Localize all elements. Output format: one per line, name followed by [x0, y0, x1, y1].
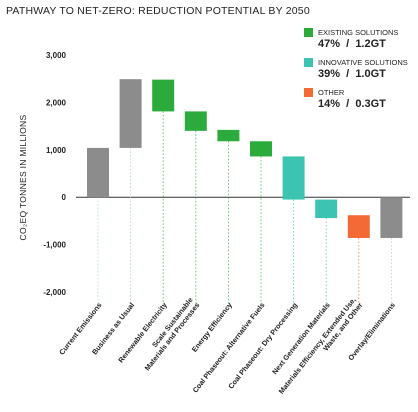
legend-percent-other: 14% — [318, 98, 341, 110]
legend-label-other: OTHER — [318, 88, 345, 97]
y-tick-label: -2,000 — [43, 288, 66, 297]
legend-swatch-other — [304, 88, 313, 97]
bar — [119, 79, 142, 148]
legend-value-innovative: 39% / 1.0GT — [318, 68, 386, 80]
y-tick-label: 3,000 — [46, 51, 67, 60]
bar — [250, 141, 272, 157]
bar — [380, 197, 403, 238]
legend-label-innovative: INNOVATIVE SOLUTIONS — [318, 58, 408, 67]
bar — [217, 129, 240, 142]
legend-percent-existing: 47% — [318, 38, 341, 50]
chart-title: PATHWAY TO NET-ZERO: REDUCTION POTENTIAL… — [6, 5, 310, 17]
y-tick-label: 1,000 — [46, 146, 67, 155]
bar — [347, 215, 370, 238]
legend-item-existing: EXISTING SOLUTIONS 47% / 1.2GT — [304, 28, 416, 50]
legend-amount-innovative: 1.0GT — [355, 68, 386, 80]
legend-percent-innovative: 39% — [318, 68, 341, 80]
y-tick-label: -1,000 — [43, 241, 66, 250]
legend-item-innovative: INNOVATIVE SOLUTIONS 39% / 1.0GT — [304, 58, 416, 80]
bar — [282, 156, 305, 200]
legend: EXISTING SOLUTIONS 47% / 1.2GT INNOVATIV… — [304, 28, 416, 118]
legend-swatch-existing — [304, 28, 313, 37]
bar — [184, 111, 207, 131]
legend-item-other: OTHER 14% / 0.3GT — [304, 88, 416, 110]
legend-value-other: 14% / 0.3GT — [318, 98, 386, 110]
bar — [152, 79, 175, 112]
bar — [87, 147, 109, 198]
legend-swatch-innovative — [304, 58, 313, 67]
legend-value-existing: 47% / 1.2GT — [318, 38, 386, 50]
y-tick-label: 0 — [62, 193, 67, 202]
legend-amount-other: 0.3GT — [355, 98, 386, 110]
legend-label-existing: EXISTING SOLUTIONS — [318, 28, 399, 37]
y-tick-label: 2,000 — [46, 98, 67, 107]
bar — [315, 199, 338, 219]
y-axis-title: CO₂EQ TONNES IN MILLIONS — [18, 115, 28, 241]
legend-amount-existing: 1.2GT — [355, 38, 386, 50]
